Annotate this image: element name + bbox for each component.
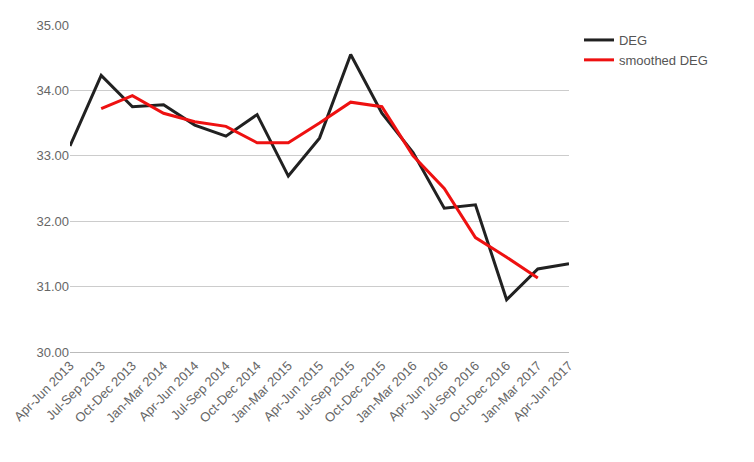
- svg-text:Oct-Dec 2014: Oct-Dec 2014: [197, 358, 264, 425]
- svg-text:Apr-Jun 2013: Apr-Jun 2013: [11, 358, 77, 424]
- svg-text:34.00: 34.00: [36, 83, 69, 98]
- svg-text:DEG: DEG: [619, 33, 647, 48]
- svg-text:Jul-Sep 2013: Jul-Sep 2013: [43, 358, 108, 423]
- svg-text:31.00: 31.00: [36, 279, 69, 294]
- svg-text:Jan-Mar 2017: Jan-Mar 2017: [477, 358, 544, 425]
- svg-text:Oct-Dec 2013: Oct-Dec 2013: [72, 358, 139, 425]
- svg-text:Oct-Dec 2015: Oct-Dec 2015: [321, 358, 388, 425]
- svg-text:Jan-Mar 2014: Jan-Mar 2014: [103, 358, 170, 425]
- svg-text:Jul-Sep 2016: Jul-Sep 2016: [417, 358, 482, 423]
- svg-text:30.00: 30.00: [36, 345, 69, 360]
- svg-text:33.00: 33.00: [36, 148, 69, 163]
- svg-text:Oct-Dec 2016: Oct-Dec 2016: [446, 358, 513, 425]
- svg-text:Jan-Mar 2015: Jan-Mar 2015: [228, 358, 295, 425]
- svg-text:Jul-Sep 2015: Jul-Sep 2015: [293, 358, 358, 423]
- svg-text:Apr-Jun 2017: Apr-Jun 2017: [510, 358, 576, 424]
- svg-text:Jul-Sep 2014: Jul-Sep 2014: [168, 358, 233, 423]
- svg-text:Jan-Mar 2016: Jan-Mar 2016: [352, 358, 419, 425]
- svg-text:Apr-Jun 2015: Apr-Jun 2015: [260, 358, 326, 424]
- svg-text:smoothed DEG: smoothed DEG: [619, 53, 708, 68]
- svg-text:35.00: 35.00: [36, 18, 69, 33]
- svg-text:Apr-Jun 2016: Apr-Jun 2016: [385, 358, 451, 424]
- svg-text:32.00: 32.00: [36, 214, 69, 229]
- svg-text:Apr-Jun 2014: Apr-Jun 2014: [136, 358, 202, 424]
